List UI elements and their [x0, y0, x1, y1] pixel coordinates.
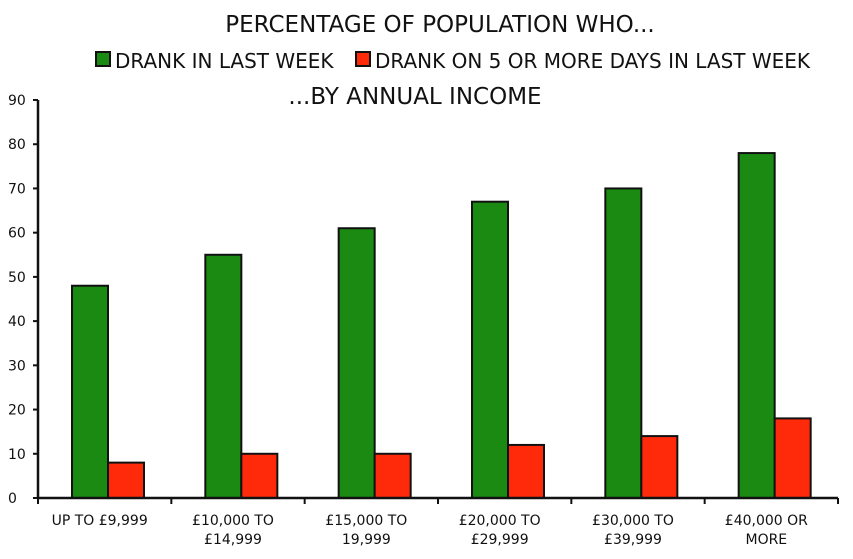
bar-drank-last-week-2 [204, 253, 243, 499]
x-category-line: £30,000 TO [592, 513, 674, 529]
chart-subtitle: ...BY ANNUAL INCOME [288, 84, 541, 110]
x-category-label: £30,000 TO £39,999 [592, 513, 674, 548]
x-category-label: UP TO £9,999 [52, 513, 148, 529]
bar-drank-last-week-3 [337, 227, 376, 499]
bar-drank-5plus-days-1 [107, 461, 145, 499]
y-tick-label: 30 [8, 358, 26, 374]
legend: DRANK IN LAST WEEK DRANK ON 5 OR MORE DAY… [95, 49, 811, 73]
x-category-line: 19,999 [342, 532, 391, 548]
bar-drank-last-week-1 [71, 284, 109, 499]
y-tick-label: 10 [8, 447, 26, 463]
y-tick-label: 60 [8, 226, 26, 242]
legend-swatch-1 [95, 51, 111, 67]
x-axis-labels: UP TO £9,999 £10,000 TO £14,999 £15,000 TO 1… [52, 513, 809, 548]
x-category-line: UP TO £9,999 [52, 513, 148, 529]
x-category-label: £20,000 TO £29,999 [459, 513, 541, 548]
x-category-label: £10,000 TO £14,999 [192, 513, 274, 548]
bar-drank-5plus-days-5 [640, 435, 679, 500]
bar-drank-5plus-days-2 [240, 452, 279, 499]
x-category-line: £20,000 TO [459, 513, 541, 529]
x-category-line: £15,000 TO [325, 513, 407, 529]
bars [71, 152, 812, 500]
x-category-line: £29,999 [471, 532, 529, 548]
x-category-label: £40,000 OR MORE [725, 513, 808, 548]
y-tick-label: 70 [8, 181, 26, 197]
y-tick-label: 0 [8, 491, 17, 507]
y-tick-label: 20 [8, 403, 26, 419]
y-tick-label: 40 [8, 314, 26, 330]
x-category-line: £39,999 [604, 532, 662, 548]
y-tick-label: 50 [8, 270, 26, 286]
axes [36, 100, 839, 504]
x-category-line: MORE [745, 532, 787, 548]
y-tick-label: 90 [8, 93, 26, 109]
legend-label-2: DRANK ON 5 OR MORE DAYS IN LAST WEEK [375, 49, 811, 73]
x-category-line: £40,000 OR [725, 513, 808, 529]
legend-swatch-2 [355, 51, 371, 67]
y-tick-label: 80 [8, 137, 26, 153]
x-category-line: £10,000 TO [192, 513, 274, 529]
y-axis-ticks: 0 10 20 30 40 50 60 70 80 90 [8, 93, 38, 507]
bar-drank-5plus-days-3 [373, 452, 412, 499]
bar-drank-last-week-6 [737, 152, 776, 499]
legend-label-1: DRANK IN LAST WEEK [115, 49, 334, 73]
bar-drank-5plus-days-4 [507, 443, 545, 499]
x-category-line: £14,999 [204, 532, 262, 548]
bar-drank-last-week-5 [604, 187, 643, 499]
x-category-label: £15,000 TO 19,999 [325, 513, 407, 548]
bar-drank-last-week-4 [471, 200, 509, 499]
chart-title: PERCENTAGE OF POPULATION WHO... [225, 12, 655, 38]
bar-drank-5plus-days-6 [773, 417, 812, 499]
